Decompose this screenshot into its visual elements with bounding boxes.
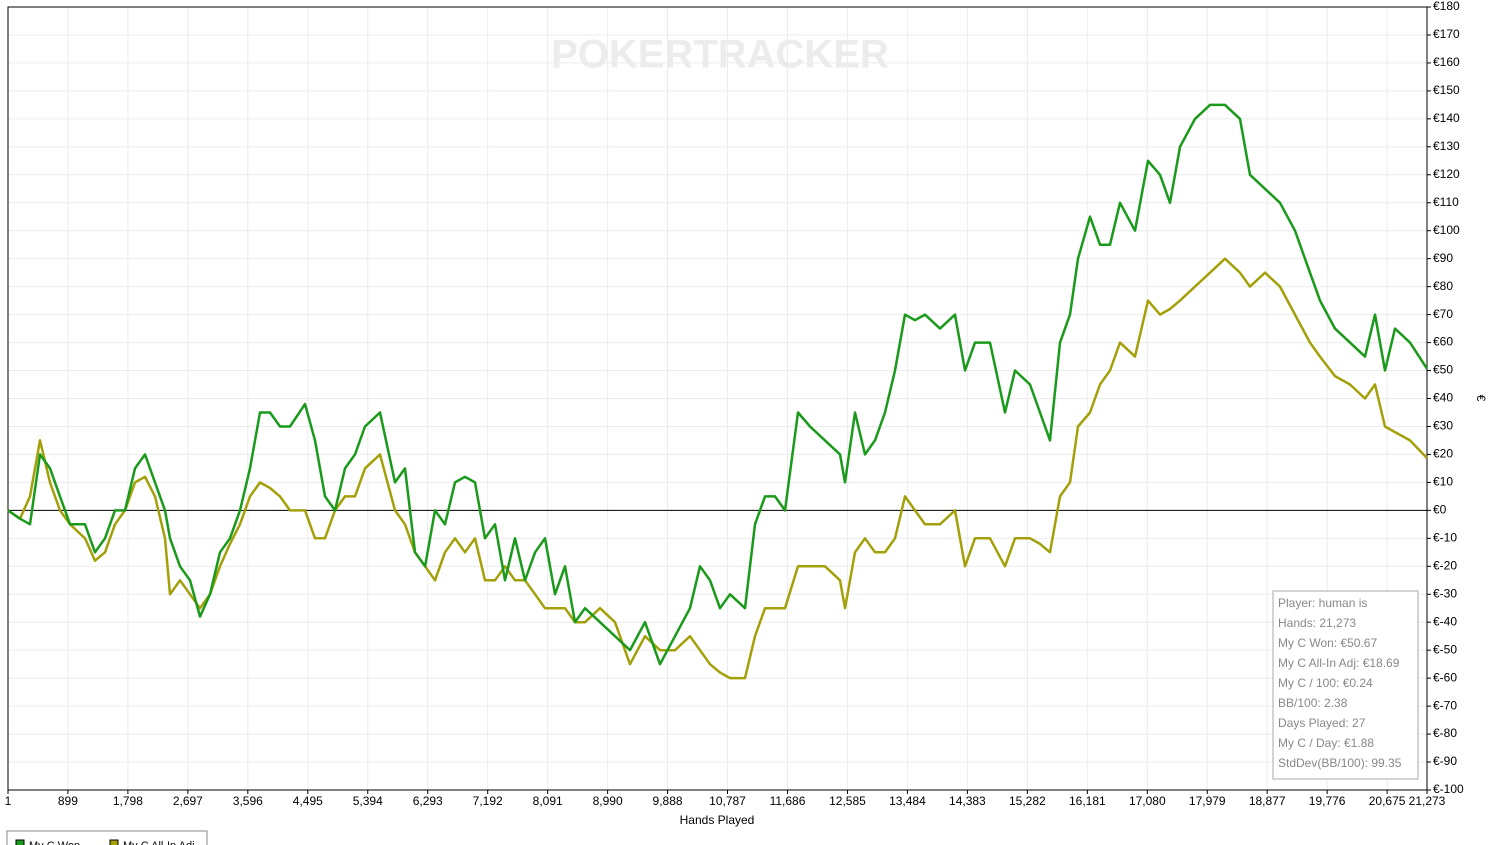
- series-line: [7, 103, 1429, 666]
- x-tick-label: 3,596: [233, 794, 263, 808]
- y-tick-label: €-10: [1433, 530, 1457, 544]
- y-tick-label: €0: [1433, 503, 1447, 517]
- y-tick-label: €-60: [1433, 670, 1457, 684]
- y-tick-label: €-80: [1433, 726, 1457, 740]
- x-tick-label: 1,798: [113, 794, 143, 808]
- y-tick-label: €180: [1433, 0, 1460, 13]
- x-tick-label: 16,181: [1069, 794, 1106, 808]
- y-tick-label: €40: [1433, 391, 1453, 405]
- x-tick-label: 11,686: [770, 794, 806, 808]
- y-tick-label: €-50: [1433, 642, 1457, 656]
- y-tick-label: €100: [1433, 223, 1460, 237]
- x-tick-label: 7,192: [473, 794, 503, 808]
- legend-label: My C Won: [29, 840, 80, 845]
- legend-label: My C All-In Adj: [123, 840, 195, 845]
- x-tick-label: 19,776: [1309, 794, 1346, 808]
- y-tick-label: €50: [1433, 363, 1453, 377]
- stats-line: StdDev(BB/100): 99.35: [1278, 756, 1402, 770]
- x-tick-label: 15,282: [1009, 794, 1046, 808]
- y-axis-label: €: [1474, 395, 1488, 402]
- y-tick-label: €-20: [1433, 558, 1457, 572]
- legend-swatch: [109, 839, 119, 845]
- stats-line: My C Won: €50.67: [1278, 636, 1377, 650]
- x-tick-label: 8,091: [533, 794, 563, 808]
- y-tick-label: €130: [1433, 139, 1460, 153]
- y-tick-label: €120: [1433, 167, 1460, 181]
- x-tick-label: 10,787: [709, 794, 746, 808]
- x-tick-label: 6,293: [413, 794, 443, 808]
- y-tick-label: €140: [1433, 111, 1460, 125]
- stats-line: BB/100: 2.38: [1278, 696, 1348, 710]
- x-axis-label: Hands Played: [680, 813, 755, 827]
- x-tick-label: 899: [58, 794, 78, 808]
- x-tick-label: 5,394: [353, 794, 383, 808]
- stats-line: Hands: 21,273: [1278, 616, 1356, 630]
- x-tick-label: 2,697: [173, 794, 203, 808]
- x-tick-label: 13,484: [889, 794, 926, 808]
- x-tick-label: 17,080: [1129, 794, 1166, 808]
- y-tick-label: €30: [1433, 419, 1453, 433]
- legend-swatch: [15, 839, 25, 845]
- y-tick-label: €90: [1433, 251, 1453, 265]
- plot-frame: [7, 6, 1428, 791]
- y-tick-label: €-40: [1433, 614, 1457, 628]
- y-tick-label: €80: [1433, 279, 1453, 293]
- watermark: POKERTRACKER: [551, 33, 889, 77]
- y-tick-label: €20: [1433, 447, 1453, 461]
- x-tick-label: 20,675: [1369, 794, 1406, 808]
- x-tick-label: 18,877: [1249, 794, 1286, 808]
- x-tick-label: 12,585: [829, 794, 866, 808]
- y-tick-label: €170: [1433, 27, 1460, 41]
- stats-line: My C All-In Adj: €18.69: [1278, 656, 1400, 670]
- y-tick-label: €-90: [1433, 754, 1457, 768]
- y-tick-label: €60: [1433, 335, 1453, 349]
- x-tick-label: 1: [5, 794, 12, 808]
- y-tick-label: €-100: [1433, 782, 1464, 796]
- legend-box: [6, 830, 208, 845]
- stats-line: Player: human is: [1278, 596, 1367, 610]
- series-line: [7, 257, 1428, 680]
- x-tick-label: 4,495: [293, 794, 323, 808]
- x-tick-label: 8,990: [593, 794, 623, 808]
- y-tick-label: €10: [1433, 475, 1453, 489]
- stats-line: My C / Day: €1.88: [1278, 736, 1374, 750]
- stats-line: Days Played: 27: [1278, 716, 1366, 730]
- x-tick-label: 9,888: [653, 794, 683, 808]
- stats-box: [1272, 590, 1419, 780]
- x-tick-label: 14,383: [949, 794, 986, 808]
- stats-line: My C / 100: €0.24: [1278, 676, 1373, 690]
- x-tick-label: 21,273: [1409, 794, 1446, 808]
- y-tick-label: €110: [1433, 195, 1459, 209]
- y-tick-label: €150: [1433, 83, 1460, 97]
- y-tick-label: €-30: [1433, 586, 1457, 600]
- y-tick-label: €70: [1433, 307, 1453, 321]
- x-tick-label: 17,979: [1189, 794, 1226, 808]
- y-tick-label: €160: [1433, 55, 1460, 69]
- y-tick-label: €-70: [1433, 698, 1457, 712]
